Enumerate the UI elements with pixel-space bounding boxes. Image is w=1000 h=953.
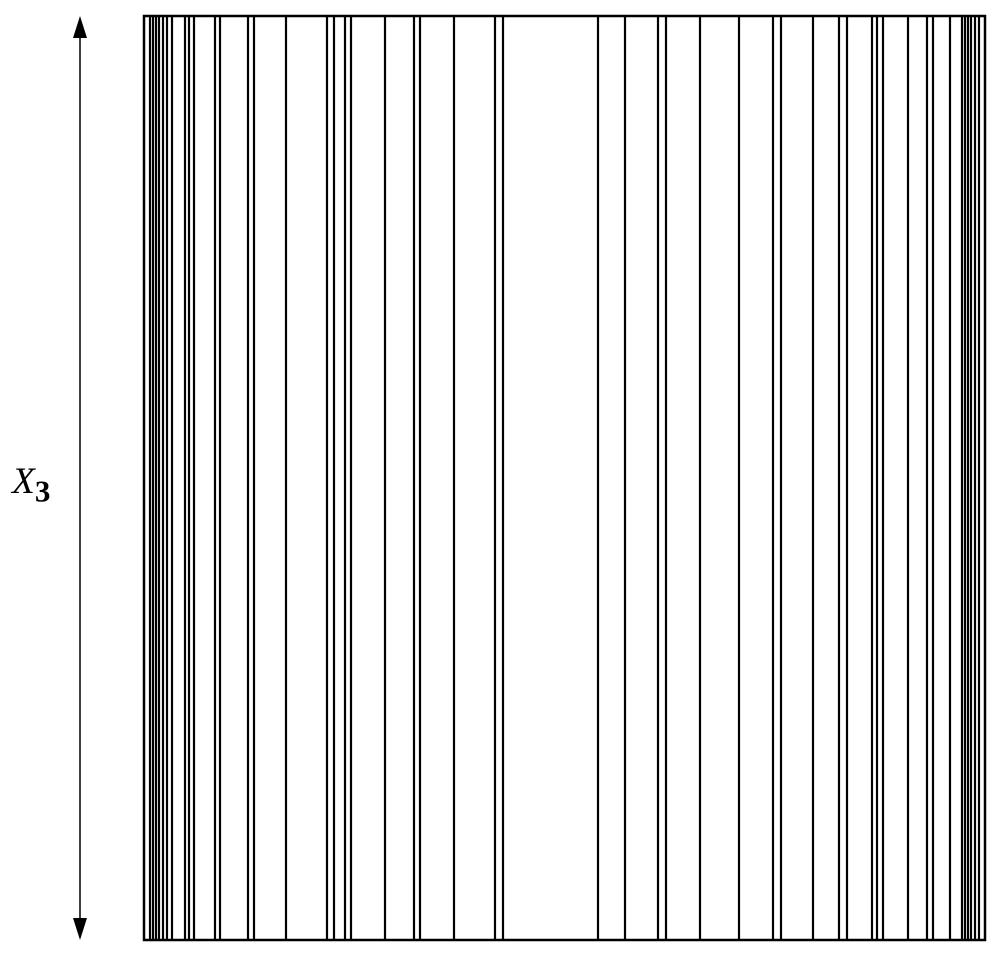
diagram-svg [0,0,1000,953]
dimension-label-sub: 3 [35,473,51,508]
dimension-label: X3 [12,460,50,509]
dimension-label-main: X [12,461,35,502]
figure-root: X3 [0,0,1000,953]
